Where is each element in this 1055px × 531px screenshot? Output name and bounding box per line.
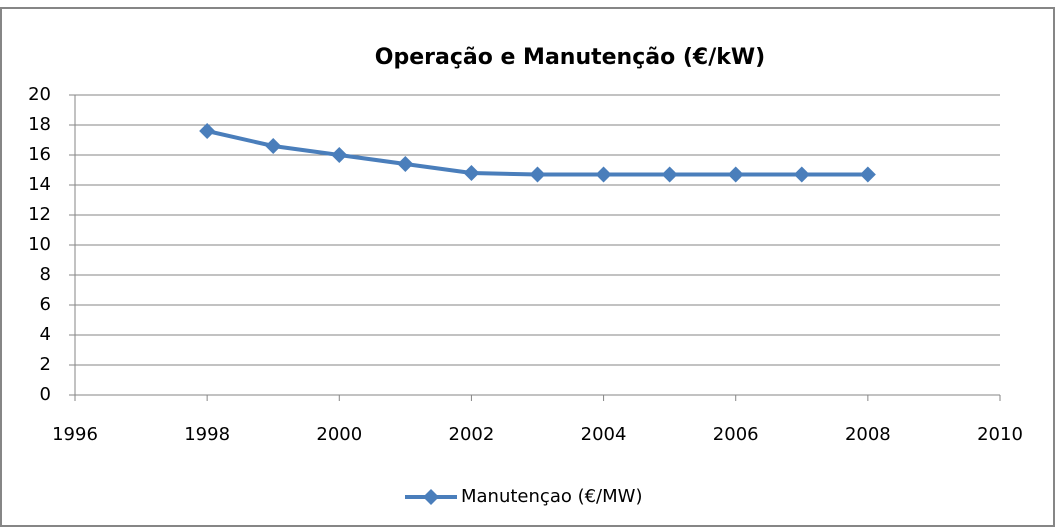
y-tick-label: 10 <box>28 234 51 255</box>
x-tick-label: 2008 <box>845 424 891 445</box>
y-tick-label: 18 <box>28 114 51 135</box>
data-point <box>727 166 744 183</box>
x-tick-label: 2000 <box>316 424 362 445</box>
data-point <box>463 165 480 181</box>
data-point <box>199 123 216 139</box>
chart-border <box>0 7 1055 527</box>
data-point <box>859 166 876 183</box>
x-tick-label: 1998 <box>184 424 230 445</box>
x-tick-label: 2010 <box>977 424 1023 445</box>
chart-title: Operação e Manutenção (€/kW) <box>375 45 765 70</box>
data-point <box>529 166 546 183</box>
y-tick-label: 12 <box>28 204 51 225</box>
y-tick-label: 2 <box>40 354 51 375</box>
data-point <box>661 166 678 183</box>
x-tick-label: 2006 <box>713 424 759 445</box>
data-point <box>793 166 810 183</box>
y-tick-label: 14 <box>28 174 51 195</box>
y-tick-label: 16 <box>28 144 51 165</box>
y-tick-label: 8 <box>40 264 51 285</box>
data-point <box>265 138 282 154</box>
x-tick-label: 1996 <box>52 424 98 445</box>
data-point <box>331 147 348 163</box>
legend-marker <box>423 489 439 505</box>
data-point <box>595 166 612 183</box>
y-tick-label: 0 <box>40 384 51 405</box>
legend-label: Manutençao (€/MW) <box>461 486 642 507</box>
y-tick-label: 6 <box>40 294 51 315</box>
x-tick-label: 2002 <box>449 424 495 445</box>
y-tick-label: 4 <box>40 324 51 345</box>
data-point <box>397 156 414 172</box>
y-tick-label: 20 <box>28 84 51 105</box>
x-tick-label: 2004 <box>581 424 627 445</box>
